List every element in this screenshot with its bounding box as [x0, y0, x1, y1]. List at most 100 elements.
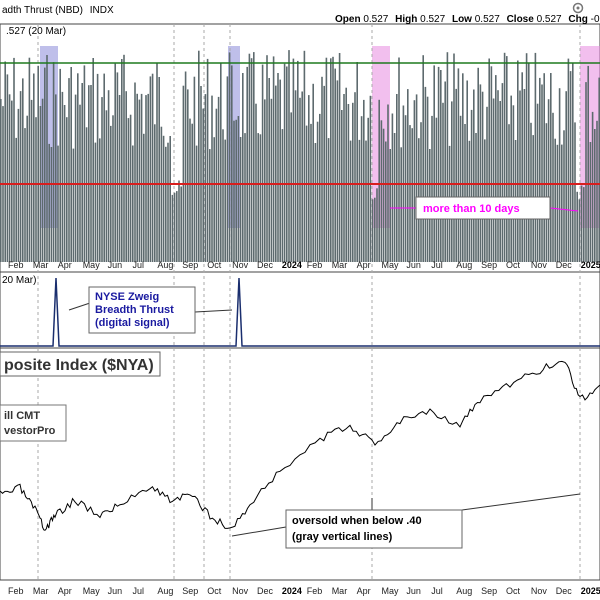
breadth-bar [426, 96, 429, 262]
breadth-bar [277, 73, 279, 262]
axis-month-label: Apr [58, 586, 72, 596]
breadth-bar [41, 98, 44, 262]
breadth-bar [259, 134, 262, 262]
breadth-bar [178, 180, 180, 262]
ohlc-readout: Open 0.527 High 0.527 Low 0.527 Close 0.… [335, 14, 600, 25]
breadth-bar [255, 103, 257, 262]
breadth-bar [125, 91, 127, 262]
breadth-bar [147, 93, 149, 263]
breadth-bar [363, 99, 365, 263]
axis-month-label: Jun [406, 260, 421, 270]
breadth-bar [136, 93, 138, 262]
breadth-bar [187, 89, 189, 263]
breadth-bar [19, 91, 22, 262]
axis-month-label: Oct [506, 260, 521, 270]
breadth-bar [316, 121, 319, 262]
axis-month-label: Jun [108, 586, 123, 596]
breadth-bar [435, 117, 438, 262]
breadth-bar [578, 199, 581, 262]
breadth-bar [341, 110, 343, 262]
breadth-bar [156, 63, 158, 263]
axis-month-label: Nov [531, 586, 548, 596]
breadth-bar [303, 50, 306, 262]
breadth-bar [70, 67, 72, 262]
breadth-bar [15, 137, 17, 262]
breadth-bar [217, 96, 220, 263]
breadth-bar [365, 140, 367, 262]
gear-icon[interactable] [572, 2, 584, 14]
breadth-bar [37, 65, 39, 262]
more-than-label: more than 10 days [423, 203, 520, 215]
breadth-bar [270, 98, 273, 262]
axis-month-label: 2025 [581, 586, 600, 596]
breadth-bar [349, 140, 352, 262]
axis-month-label: Sep [481, 260, 497, 270]
breadth-bar [598, 77, 600, 262]
breadth-bar [525, 53, 528, 263]
breadth-bar [431, 115, 433, 263]
breadth-bar [268, 78, 270, 262]
breadth-bar [88, 85, 90, 262]
breadth-bar [121, 59, 123, 262]
axis-month-label: Jul [431, 586, 443, 596]
breadth-bar [382, 128, 385, 262]
breadth-bar [235, 119, 237, 262]
breadth-bar [407, 89, 409, 262]
axis-month-label: Aug [157, 260, 173, 270]
breadth-bar [594, 129, 596, 262]
axis-month-label: Jul [431, 260, 443, 270]
breadth-bar [374, 197, 376, 262]
zweig-signal-line [0, 277, 600, 347]
breadth-bar [173, 192, 176, 262]
breadth-bar [44, 67, 46, 262]
breadth-bar [473, 89, 475, 262]
breadth-bar [213, 137, 215, 262]
breadth-bar [169, 136, 171, 262]
breadth-bar [400, 147, 402, 262]
breadth-bar [145, 95, 147, 262]
breadth-bar [101, 97, 103, 262]
breadth-bar [200, 86, 202, 262]
breadth-bar [360, 116, 363, 262]
breadth-bar [83, 65, 86, 263]
breadth-bar [288, 50, 290, 262]
breadth-bar [371, 199, 374, 262]
breadth-bar [587, 65, 589, 263]
month-axis-bottom: Feb Mar Apr May Jun Jul Aug Sep Oct Nov Dec 2024 Feb… [8, 586, 600, 596]
credit-box: ill CMT vestorPro [0, 404, 67, 442]
breadth-bar [545, 123, 548, 262]
breadth-bar [367, 117, 369, 262]
axis-month-label: Apr [58, 260, 72, 270]
axis-month-label: Oct [207, 260, 222, 270]
breadth-bar [253, 52, 255, 262]
breadth-bar [312, 83, 314, 262]
breadth-bar [193, 76, 196, 262]
value-readout: .527 (20 Mar) [6, 26, 66, 37]
breadth-bar [332, 56, 334, 262]
breadth-bar [319, 113, 321, 263]
breadth-bar [162, 135, 165, 262]
breadth-bar [574, 122, 576, 263]
breadth-bar [561, 144, 563, 262]
breadth-bar [591, 111, 594, 263]
breadth-bar [453, 53, 455, 262]
breadth-bar [354, 92, 356, 262]
breadth-bar [376, 188, 378, 262]
breadth-bar [257, 133, 259, 262]
axis-month-label: Aug [456, 586, 472, 596]
breadth-bar [149, 76, 152, 263]
breadth-bar [457, 68, 460, 263]
axis-month-label: May [83, 260, 101, 270]
breadth-bar [204, 94, 207, 262]
breadth-bar [446, 52, 449, 263]
breadth-bar [596, 120, 598, 262]
axis-month-label: Nov [232, 260, 249, 270]
breadth-bar [305, 125, 308, 262]
breadth-bar [160, 126, 163, 262]
axis-month-label: May [83, 586, 101, 596]
breadth-bar [479, 84, 482, 263]
breadth-bar [539, 77, 541, 263]
breadth-bar [244, 133, 246, 262]
breadth-bar [508, 124, 510, 262]
breadth-bar [404, 115, 407, 262]
